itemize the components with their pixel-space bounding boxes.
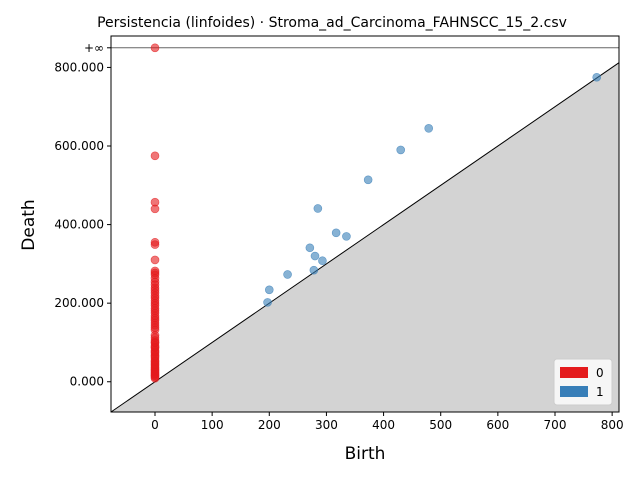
point-series-0 [150, 338, 160, 347]
y-axis-label: Death [19, 199, 39, 250]
point-series-1 [305, 243, 315, 253]
y-tick-label: 400.000 [54, 218, 104, 232]
x-axis-label: Birth [345, 444, 386, 464]
point-series-1 [318, 256, 327, 266]
y-tick-label: 0.000 [70, 375, 104, 389]
y-tick-label: 800.000 [54, 60, 104, 74]
x-tick-label: 600 [486, 418, 509, 432]
point-series-0 [150, 151, 160, 161]
x-tick-label: 0 [151, 418, 159, 432]
legend-swatch-0 [560, 367, 588, 378]
x-tick-label: 300 [315, 418, 338, 432]
x-tick-label: 800 [601, 418, 624, 432]
point-series-0 [150, 255, 160, 265]
series-0 [150, 43, 160, 383]
series-1 [263, 72, 602, 307]
point-series-1 [396, 145, 406, 155]
point-series-1 [342, 232, 351, 241]
plot-area [110, 43, 620, 413]
point-series-1 [309, 265, 319, 275]
plot-frame [110, 35, 620, 413]
point-series-0 [150, 204, 160, 214]
point-series-1 [313, 204, 323, 213]
y-tick-label: 600.000 [54, 139, 104, 153]
legend-swatch-1 [560, 386, 588, 397]
y-tick-label-infinity: +∞ [84, 41, 104, 55]
x-axis: 0 100 200 300 400 500 600 700 800 [151, 412, 624, 432]
x-tick-label: 200 [258, 418, 281, 432]
point-series-0 [150, 43, 160, 53]
point-series-1 [283, 270, 292, 279]
point-series-1 [331, 228, 341, 238]
chart-title: Persistencia (linfoides) · Stroma_ad_Car… [97, 15, 567, 31]
x-tick-label: 100 [201, 418, 224, 432]
point-series-1 [363, 175, 373, 185]
point-series-1 [264, 285, 274, 295]
point-series-0 [150, 240, 160, 249]
x-tick-label: 700 [544, 418, 567, 432]
legend: 01 [553, 358, 613, 406]
diagonal-line [110, 62, 620, 413]
point-series-1 [310, 251, 320, 261]
y-axis: 0.000 200.000 400.000 600.000 800.000 +∞ [54, 41, 111, 389]
point-series-1 [424, 124, 434, 133]
legend-label-1: 1 [596, 385, 604, 399]
point-series-1 [592, 72, 602, 82]
x-tick-label: 500 [429, 418, 452, 432]
y-tick-label: 200.000 [54, 296, 104, 310]
legend-label-0: 0 [596, 366, 604, 380]
x-tick-label: 400 [372, 418, 395, 432]
point-series-1 [263, 298, 272, 307]
